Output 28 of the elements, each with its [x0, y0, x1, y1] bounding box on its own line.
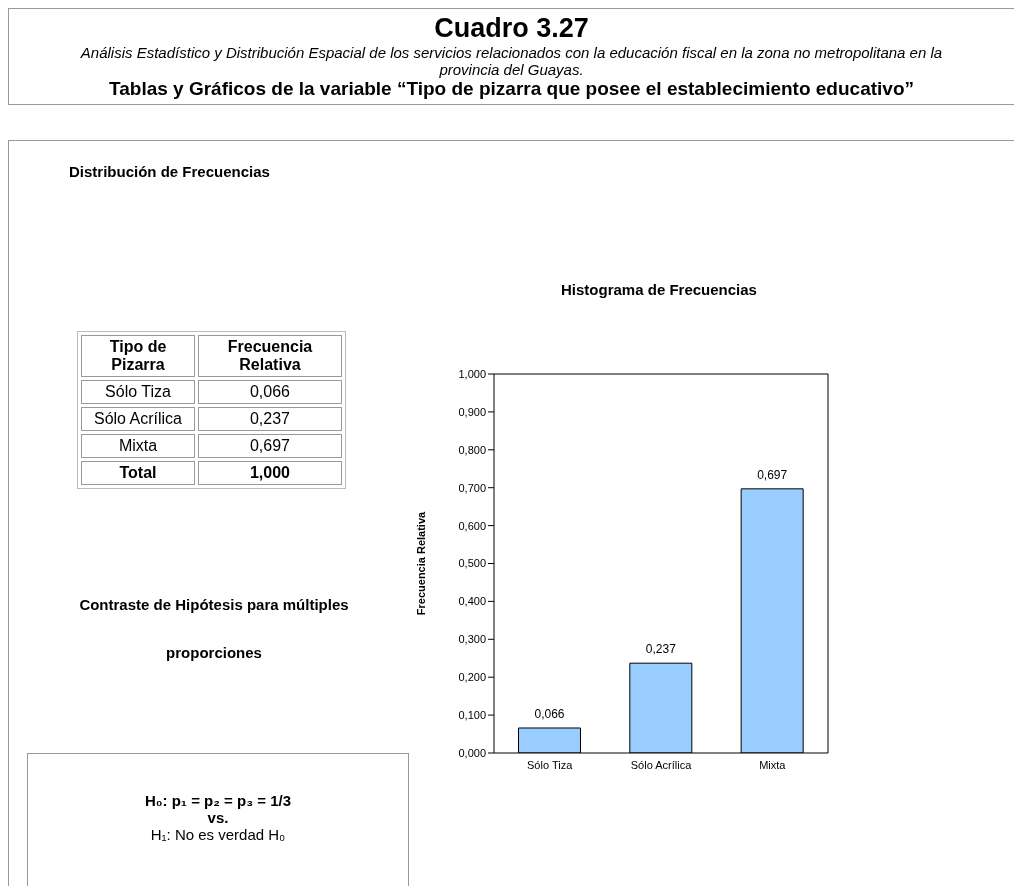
x-tick-label: Mixta [759, 758, 787, 771]
y-tick-label: 0,700 [458, 481, 486, 494]
y-tick-label: 0,800 [458, 443, 486, 456]
y-tick-label: 0,600 [458, 519, 486, 532]
y-tick-label: 1,000 [458, 367, 486, 380]
data-label: 0,066 [534, 706, 565, 721]
text: H₁: No es verdad H₀ [149, 826, 287, 843]
y-tick-label: 0,000 [458, 746, 486, 759]
chart-title: Histograma de Frecuencias [560, 281, 758, 298]
y-tick-label: 0,300 [458, 633, 486, 646]
y-tick-label: 0,200 [458, 671, 486, 684]
text: Tablas y Gráficos de la variable “Tipo de pizarra que posee el establecimiento educativo” [108, 78, 915, 100]
y-tick-label: 0,900 [458, 405, 486, 418]
y-tick-label: 0,500 [458, 557, 486, 570]
data-label: 0,697 [757, 467, 788, 482]
x-tick-label: Sólo Tiza [527, 758, 574, 771]
data-label: 0,237 [645, 642, 677, 657]
text: vs. [206, 809, 230, 826]
y-tick-label: 0,100 [458, 709, 486, 722]
x-tick-label: Sólo Acrílica [630, 758, 693, 771]
text: H₀: p₁ = p₂ = p₃ = 1/3 [144, 792, 292, 809]
y-tick-label: 0,400 [458, 595, 486, 608]
frequency-table: Tipo de Pizarra Frecuencia Relativa Sólo Tiza 0,066 Sólo Acrílica 0,237 Mixta 0,697 Total 1,000 [77, 331, 346, 489]
text: Cuadro 3.27 [433, 13, 590, 44]
text: Distribución de Frecuencias [69, 163, 270, 180]
chart-subtitle: Análisis Estadístico y Distribución Espacial de los servicios relacionados con la educación fiscal en la zona no metropolitana en la provincia del Guayas. [79, 44, 944, 78]
y-axis-title: Frecuencia Relativa [414, 510, 427, 616]
text: Contraste de Hipótesis para múltiples proporciones [79, 596, 349, 661]
